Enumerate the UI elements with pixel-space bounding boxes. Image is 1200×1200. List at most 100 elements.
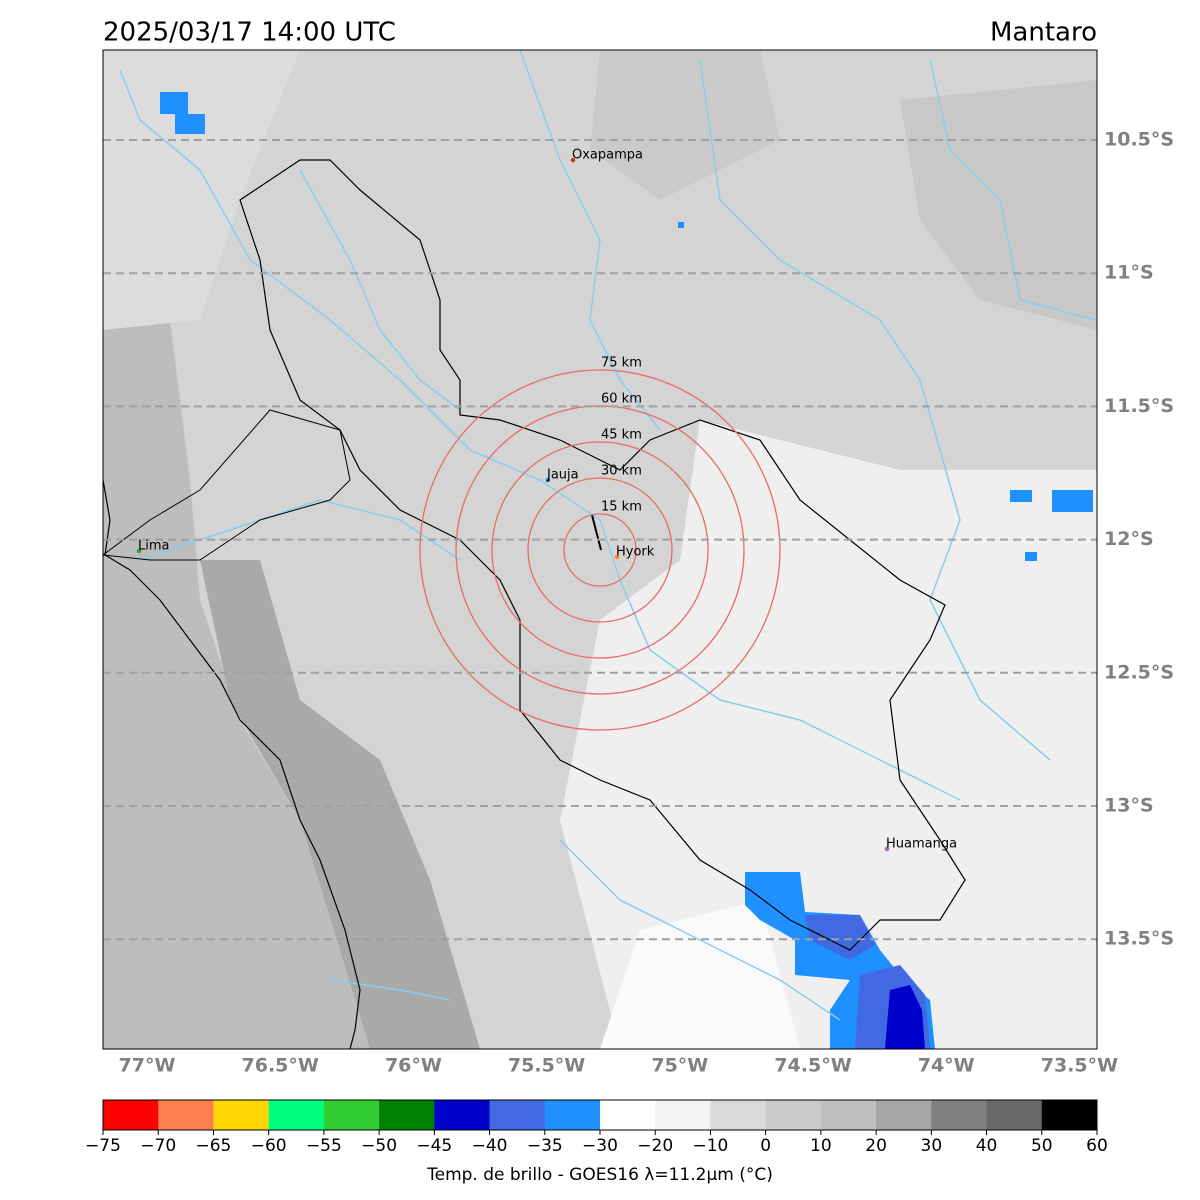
map-frame [102,49,1098,1050]
cold-cloud [678,222,684,228]
range-ring [563,513,637,587]
place-label: Jauja [546,468,579,483]
colorbar-tick-label: 0 [760,1136,771,1156]
range-ring [491,441,709,659]
latitude-label: 11°S [1104,262,1154,284]
cold-cloud [1010,490,1032,502]
colorbar-tick-label: −40 [472,1136,508,1156]
cold-cloud [175,114,205,134]
cold-cloud [805,915,875,960]
latitude-label: 10.5°S [1104,129,1174,151]
place-label: Huamanga [886,837,957,852]
colorbar-tick-label: −20 [637,1136,673,1156]
cloud-area [103,50,300,330]
place-marker [884,846,890,852]
colorbar-tick-label: −35 [527,1136,563,1156]
region-name: Mantaro [990,18,1097,48]
colorbar: −75 −70 −65 −60 −55 −50 −45 −40 −35 −30 −20 −10 0 10 2… [85,1099,1108,1156]
colorbar-segment [876,1100,932,1130]
range-ring-label: 15 km [601,500,642,515]
colorbar-tick-label: −10 [692,1136,728,1156]
colorbar-tick-label: −60 [251,1136,287,1156]
river [699,59,1051,761]
colorbar-tick-label: −30 [582,1136,618,1156]
river [519,50,661,431]
colorbar-segment [268,1100,325,1130]
range-ring [527,477,673,623]
colorbar-tick-label: −45 [416,1136,452,1156]
cold-cloud [885,985,925,1049]
colorbar-segment [600,1100,656,1130]
places: Oxapampa Jauja Lima Hyork Huamanga [136,148,957,852]
longitude-label: 77°W [119,1055,176,1077]
colorbar-segment [655,1100,711,1130]
colorbar-segment [820,1100,877,1130]
colorbar-tick-label: 30 [921,1136,943,1156]
colorbar-segment [544,1100,601,1130]
river [299,169,461,411]
river [559,839,841,1021]
cold-cloud [1025,552,1037,561]
colorbar-segment [765,1100,822,1130]
place-marker [614,554,620,560]
axis-labels: 10.5°S 11°S 11.5°S 12°S 12.5°S 13°S 13.5°S 77°W… [119,129,1175,1077]
latitude-lines [103,139,1097,941]
colorbar-segment [710,1100,767,1130]
place-marker [136,548,142,554]
longitude-label: 76°W [385,1055,442,1077]
latitude-label: 11.5°S [1104,395,1174,417]
colorbar-segment [489,1100,546,1130]
place-label: Oxapampa [572,148,643,163]
river [119,69,961,801]
colorbar-label: Temp. de brillo - GOES16 λ=11.2μm (°C) [426,1165,773,1185]
cold-cloud [160,92,188,114]
coastline [103,479,361,1049]
range-rings: 15 km 30 km 45 km 60 km 75 km [419,356,781,731]
colorbar-tick-label: 40 [976,1136,998,1156]
place-label: Lima [138,539,169,554]
colorbar-tick-label: 60 [1086,1136,1108,1156]
cold-cloud [1052,490,1093,512]
range-ring-label: 75 km [601,356,642,371]
longitude-label: 75.5°W [508,1055,585,1077]
longitude-label: 76.5°W [242,1055,319,1077]
colorbar-tick-label: 20 [865,1136,887,1156]
ocean-area [103,320,370,1049]
colorbar-segment [158,1100,214,1130]
latitude-label: 12°S [1104,528,1154,550]
map: 15 km 30 km 45 km 60 km 75 km Oxapampa Jauja L… [103,50,1097,1049]
colorbar-tick-label: −65 [195,1136,231,1156]
colorbar-segment [986,1100,1043,1130]
place-label: Hyork [616,545,655,560]
range-ring-label: 30 km [601,464,642,479]
colorbar-segment [379,1100,435,1130]
colorbar-tick-label: 10 [810,1136,832,1156]
colorbar-tick-label: −50 [361,1136,397,1156]
basin-outline [103,409,351,561]
longitude-label: 74.5°W [774,1055,851,1077]
colorbar-tick-label: −75 [85,1136,121,1156]
latitude-label: 13.5°S [1104,928,1174,950]
cloud-area [590,50,780,200]
colorbar-segment [103,1100,159,1130]
river [929,59,1097,321]
latitude-label: 12.5°S [1104,661,1174,683]
river [329,979,451,1001]
colorbar-segment [434,1100,491,1130]
colorbar-segment [323,1100,380,1130]
longitude-label: 73.5°W [1041,1055,1118,1077]
longitude-label: 75°W [651,1055,708,1077]
colorbar-tick-label: 50 [1031,1136,1053,1156]
place-marker [570,157,576,163]
range-ring-label: 60 km [601,392,642,407]
coastal-warm-area [200,560,480,1049]
colorbar-tick-label: −55 [306,1136,342,1156]
basin-outline [239,159,966,951]
latitude-label: 13°S [1104,795,1154,817]
place-marker [545,477,551,483]
longitude-label: 74°W [918,1055,975,1077]
datetime: 2025/03/17 14:00 UTC [103,18,396,48]
colorbar-segment [931,1100,988,1130]
range-ring-label: 45 km [601,428,642,443]
